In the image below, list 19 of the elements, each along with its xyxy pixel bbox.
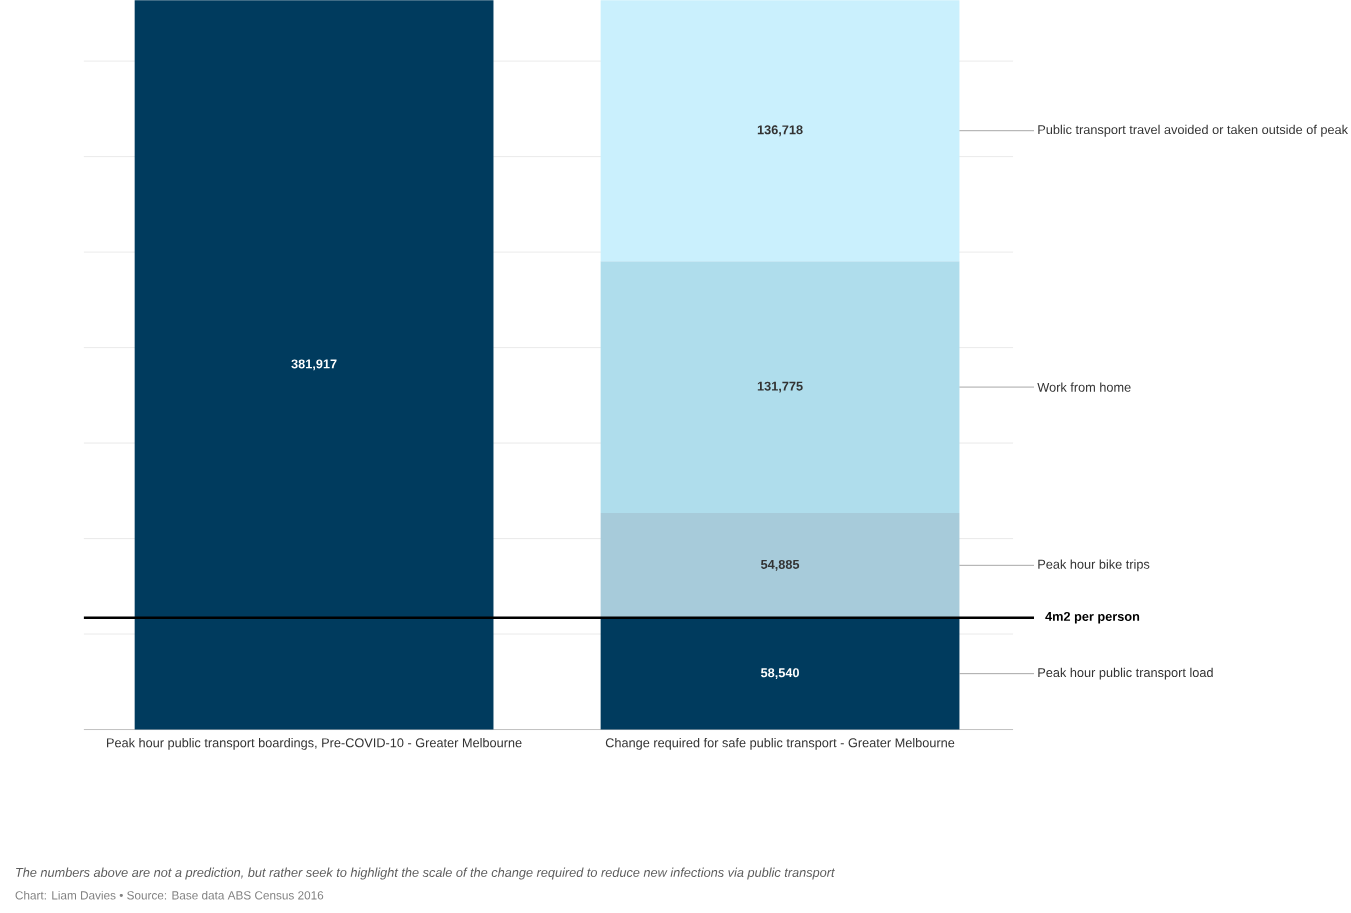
data-label: 58,540 (760, 668, 799, 680)
bar (600, 617, 960, 730)
data-label: 54,885 (760, 559, 800, 571)
text: Peak hour bike trips (1038, 559, 1150, 572)
data-label: 136,718 (757, 125, 803, 137)
x-tick-label: Change required for safe public transport - Greater Melbourne (605, 737, 955, 750)
text: Peak hour public transport load (1038, 667, 1213, 680)
data-label: 131,775 (757, 381, 803, 393)
ref-line-label: 4m2 per person (1045, 612, 1140, 624)
bar (134, 0, 494, 730)
bar (600, 0, 960, 262)
text: Chart: Liam Davies • Source: Base data ABS Census 2016 (15, 890, 324, 900)
text: Public transport travel avoided or taken outside of peak (1038, 124, 1349, 137)
text: The numbers above are not a prediction, but rather seek to highlight the scale of the change required to reduce new infections via public transport (16, 867, 835, 880)
x-tick-label: Peak hour public transport boardings, Pre-COVID-10 - Greater Melbourne (107, 737, 522, 750)
data-label: 381,917 (291, 359, 337, 371)
text: Work from home (1037, 382, 1131, 392)
bar (600, 512, 960, 618)
bar (600, 261, 960, 513)
